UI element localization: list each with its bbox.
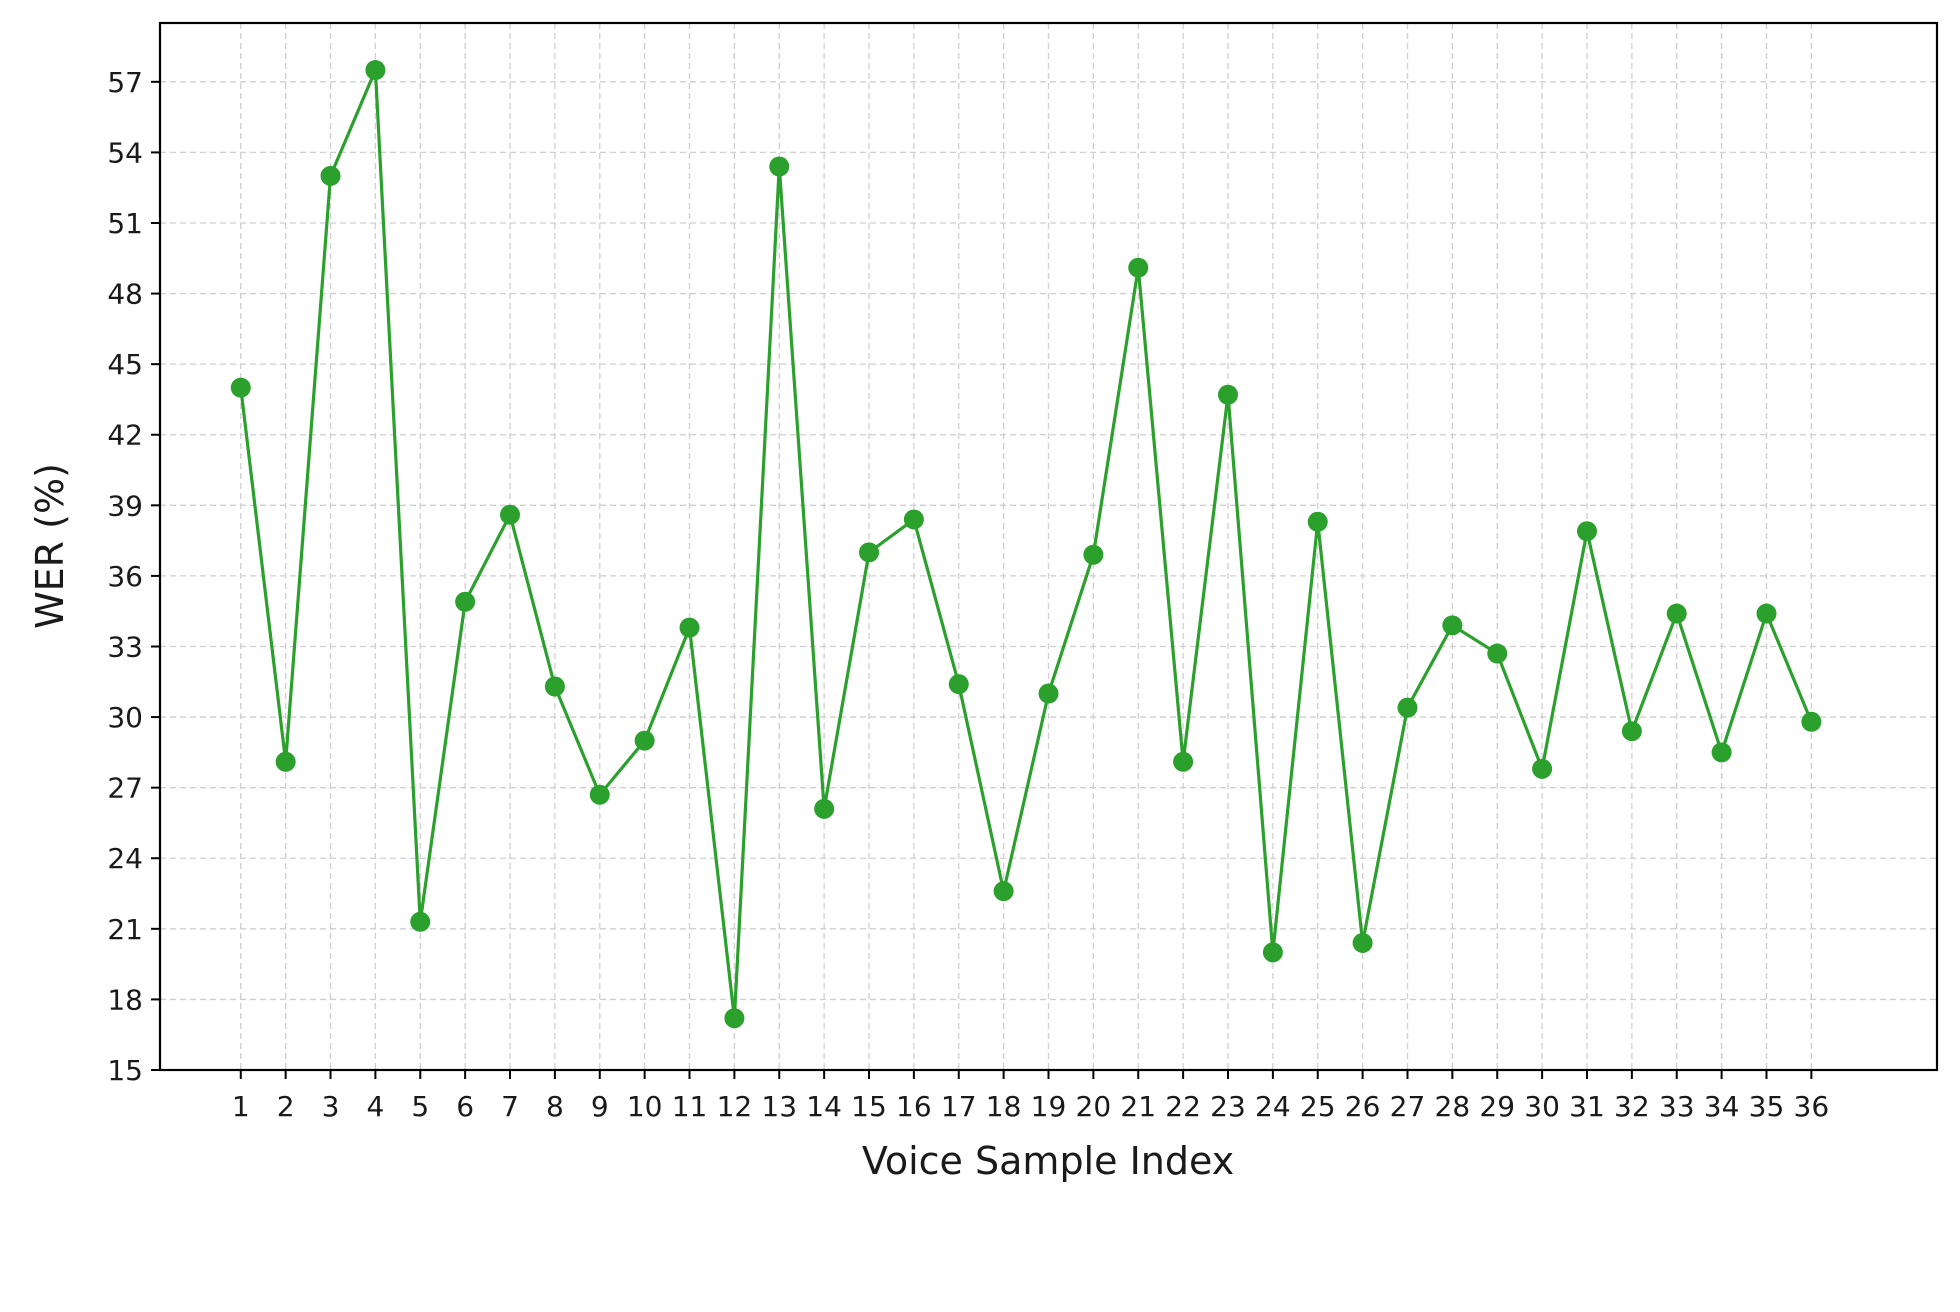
x-tick-label: 14 (806, 1090, 842, 1123)
x-tick-label: 28 (1435, 1090, 1471, 1123)
data-point (1038, 683, 1059, 704)
y-tick-label: 57 (107, 66, 143, 99)
y-tick-label: 42 (107, 419, 143, 452)
y-tick-label: 51 (107, 207, 143, 240)
y-tick-label: 45 (107, 348, 143, 381)
x-tick-label: 26 (1345, 1090, 1381, 1123)
series (230, 60, 1822, 1029)
x-tick-label: 10 (627, 1090, 663, 1123)
data-point (1217, 384, 1238, 405)
y-tick-label: 24 (107, 842, 143, 875)
data-point (455, 591, 476, 612)
data-point (365, 60, 386, 81)
data-point (903, 509, 924, 530)
y-tick-label: 18 (107, 983, 143, 1016)
data-point (769, 156, 790, 177)
x-tick-label: 25 (1300, 1090, 1336, 1123)
y-tick-label: 33 (107, 630, 143, 663)
x-tick-label: 32 (1614, 1090, 1650, 1123)
x-tick-label: 6 (456, 1090, 474, 1123)
data-point (634, 730, 655, 751)
x-tick-label: 31 (1569, 1090, 1605, 1123)
x-tick-label: 21 (1120, 1090, 1156, 1123)
data-point (1128, 257, 1149, 278)
data-point (1801, 711, 1822, 732)
data-point (1083, 544, 1104, 565)
x-tick-label: 19 (1031, 1090, 1067, 1123)
x-tick-label: 24 (1255, 1090, 1291, 1123)
y-tick-label: 39 (107, 489, 143, 522)
plot-frame (158, 21, 1939, 1072)
x-tick-label: 29 (1479, 1090, 1515, 1123)
data-point (589, 784, 610, 805)
data-point (544, 676, 565, 697)
x-tick-label: 36 (1794, 1090, 1830, 1123)
data-point (1307, 511, 1328, 532)
x-tick-label: 12 (717, 1090, 753, 1123)
data-point (1352, 932, 1373, 953)
x-tick-label: 9 (591, 1090, 609, 1123)
y-axis-label: WER (%) (28, 463, 72, 629)
x-tick-label: 23 (1210, 1090, 1246, 1123)
y-tick-label: 54 (107, 136, 143, 169)
data-point (1173, 751, 1194, 772)
data-point (1487, 643, 1508, 664)
data-point (679, 617, 700, 638)
data-point (1576, 521, 1597, 542)
data-point (948, 674, 969, 695)
x-tick-label: 7 (501, 1090, 519, 1123)
x-tick-label: 3 (322, 1090, 340, 1123)
data-point (500, 504, 521, 525)
grid (160, 23, 1937, 1071)
x-tick-label: 11 (672, 1090, 708, 1123)
y-tick-label: 27 (107, 772, 143, 805)
data-point (275, 751, 296, 772)
x-tick-label: 2 (277, 1090, 295, 1123)
x-tick-label: 5 (411, 1090, 429, 1123)
x-tick-label: 33 (1659, 1090, 1695, 1123)
x-tick-label: 16 (896, 1090, 932, 1123)
x-tick-label: 8 (546, 1090, 564, 1123)
x-tick-label: 35 (1749, 1090, 1785, 1123)
data-point (814, 798, 835, 819)
x-tick-label: 20 (1076, 1090, 1112, 1123)
x-tick-label: 17 (941, 1090, 977, 1123)
data-point (724, 1008, 745, 1029)
x-tick-label: 18 (986, 1090, 1022, 1123)
x-axis-label: Voice Sample Index (862, 1139, 1234, 1183)
data-point (1442, 615, 1463, 636)
x-tick-label: 34 (1704, 1090, 1740, 1123)
y-tick-label: 30 (107, 701, 143, 734)
x-tick-label: 13 (761, 1090, 797, 1123)
x-tick-label: 15 (851, 1090, 887, 1123)
data-point (1666, 603, 1687, 624)
data-point (1532, 758, 1553, 779)
y-tick-label: 15 (107, 1054, 143, 1087)
data-point (1262, 942, 1283, 963)
data-point (859, 542, 880, 563)
y-tick-label: 21 (107, 913, 143, 946)
data-point (410, 911, 431, 932)
x-tick-label: 27 (1390, 1090, 1426, 1123)
y-tick-label: 48 (107, 278, 143, 311)
x-tick-label: 1 (232, 1090, 250, 1123)
data-point (993, 881, 1014, 902)
data-point (230, 377, 251, 398)
data-point (1397, 697, 1418, 718)
data-point (320, 165, 341, 186)
x-tick-label: 30 (1524, 1090, 1560, 1123)
x-tick-label: 22 (1165, 1090, 1201, 1123)
y-tick-label: 36 (107, 560, 143, 593)
x-tick-label: 4 (366, 1090, 384, 1123)
data-point (1711, 742, 1732, 763)
data-point (1756, 603, 1777, 624)
data-point (1621, 721, 1642, 742)
series-line (239, 68, 1813, 1020)
